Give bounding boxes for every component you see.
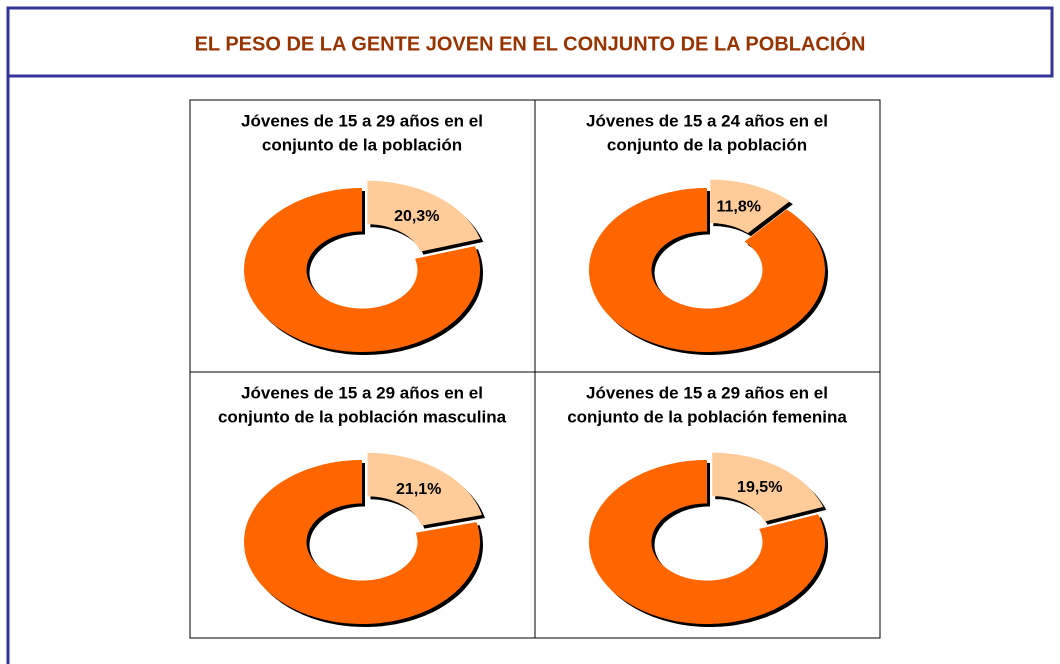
chart-title: conjunto de la población xyxy=(607,135,807,154)
value-label: 11,8% xyxy=(717,199,761,216)
chart-title: conjunto de la población femenina xyxy=(567,407,847,426)
chart-title: conjunto de la población masculina xyxy=(218,407,507,426)
value-label: 21,1% xyxy=(396,481,441,498)
value-label: 19,5% xyxy=(737,479,782,496)
slice xyxy=(244,188,480,352)
slice xyxy=(710,179,790,234)
page-title: EL PESO DE LA GENTE JOVEN EN EL CONJUNTO… xyxy=(195,31,866,55)
slice xyxy=(244,460,480,624)
chart-title: conjunto de la población xyxy=(262,135,462,154)
chart-title: Jóvenes de 15 a 29 años en el xyxy=(586,383,828,402)
slice xyxy=(367,452,482,526)
header-box xyxy=(6,6,1054,78)
slice xyxy=(589,188,825,352)
slice xyxy=(712,452,824,522)
chart-title: Jóvenes de 15 a 24 años en el xyxy=(586,111,828,130)
chart-title: Jóvenes de 15 a 29 años en el xyxy=(241,383,483,402)
chart-title: Jóvenes de 15 a 29 años en el xyxy=(241,111,483,130)
slice xyxy=(589,460,825,624)
value-label: 20,3% xyxy=(394,208,439,225)
slice xyxy=(367,180,481,252)
